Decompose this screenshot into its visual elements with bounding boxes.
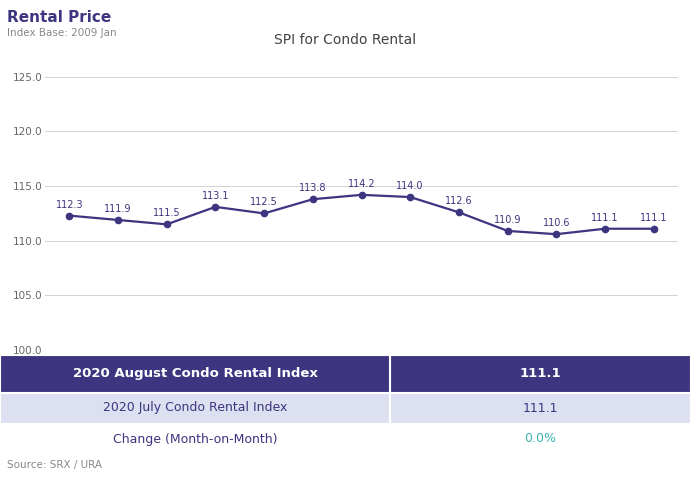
- Text: 112.3: 112.3: [55, 200, 83, 209]
- Text: 110.6: 110.6: [542, 218, 570, 228]
- Text: 111.1: 111.1: [522, 402, 558, 414]
- Text: 110.9: 110.9: [494, 215, 522, 225]
- Text: 111.5: 111.5: [153, 208, 181, 218]
- Text: 113.8: 113.8: [299, 183, 326, 193]
- Text: 112.5: 112.5: [250, 197, 278, 207]
- Text: 111.1: 111.1: [640, 213, 667, 223]
- Text: 2020 August Condo Rental Index: 2020 August Condo Rental Index: [72, 367, 317, 380]
- Text: Index Base: 2009 Jan: Index Base: 2009 Jan: [7, 28, 117, 38]
- Text: 111.9: 111.9: [104, 204, 132, 214]
- Text: 114.2: 114.2: [348, 179, 375, 189]
- Text: Rental Price: Rental Price: [7, 10, 111, 25]
- Text: 112.6: 112.6: [445, 196, 473, 206]
- Text: 2020 July Condo Rental Index: 2020 July Condo Rental Index: [103, 402, 287, 414]
- Text: 111.1: 111.1: [519, 367, 561, 380]
- Text: Source: SRX / URA: Source: SRX / URA: [7, 460, 102, 470]
- Text: Change (Month-on-Month): Change (Month-on-Month): [112, 433, 277, 445]
- Text: SPI for Condo Rental: SPI for Condo Rental: [274, 33, 416, 47]
- Text: 114.0: 114.0: [397, 181, 424, 191]
- Text: 0.0%: 0.0%: [524, 433, 556, 445]
- Text: 111.1: 111.1: [591, 213, 619, 223]
- Text: 113.1: 113.1: [201, 191, 229, 201]
